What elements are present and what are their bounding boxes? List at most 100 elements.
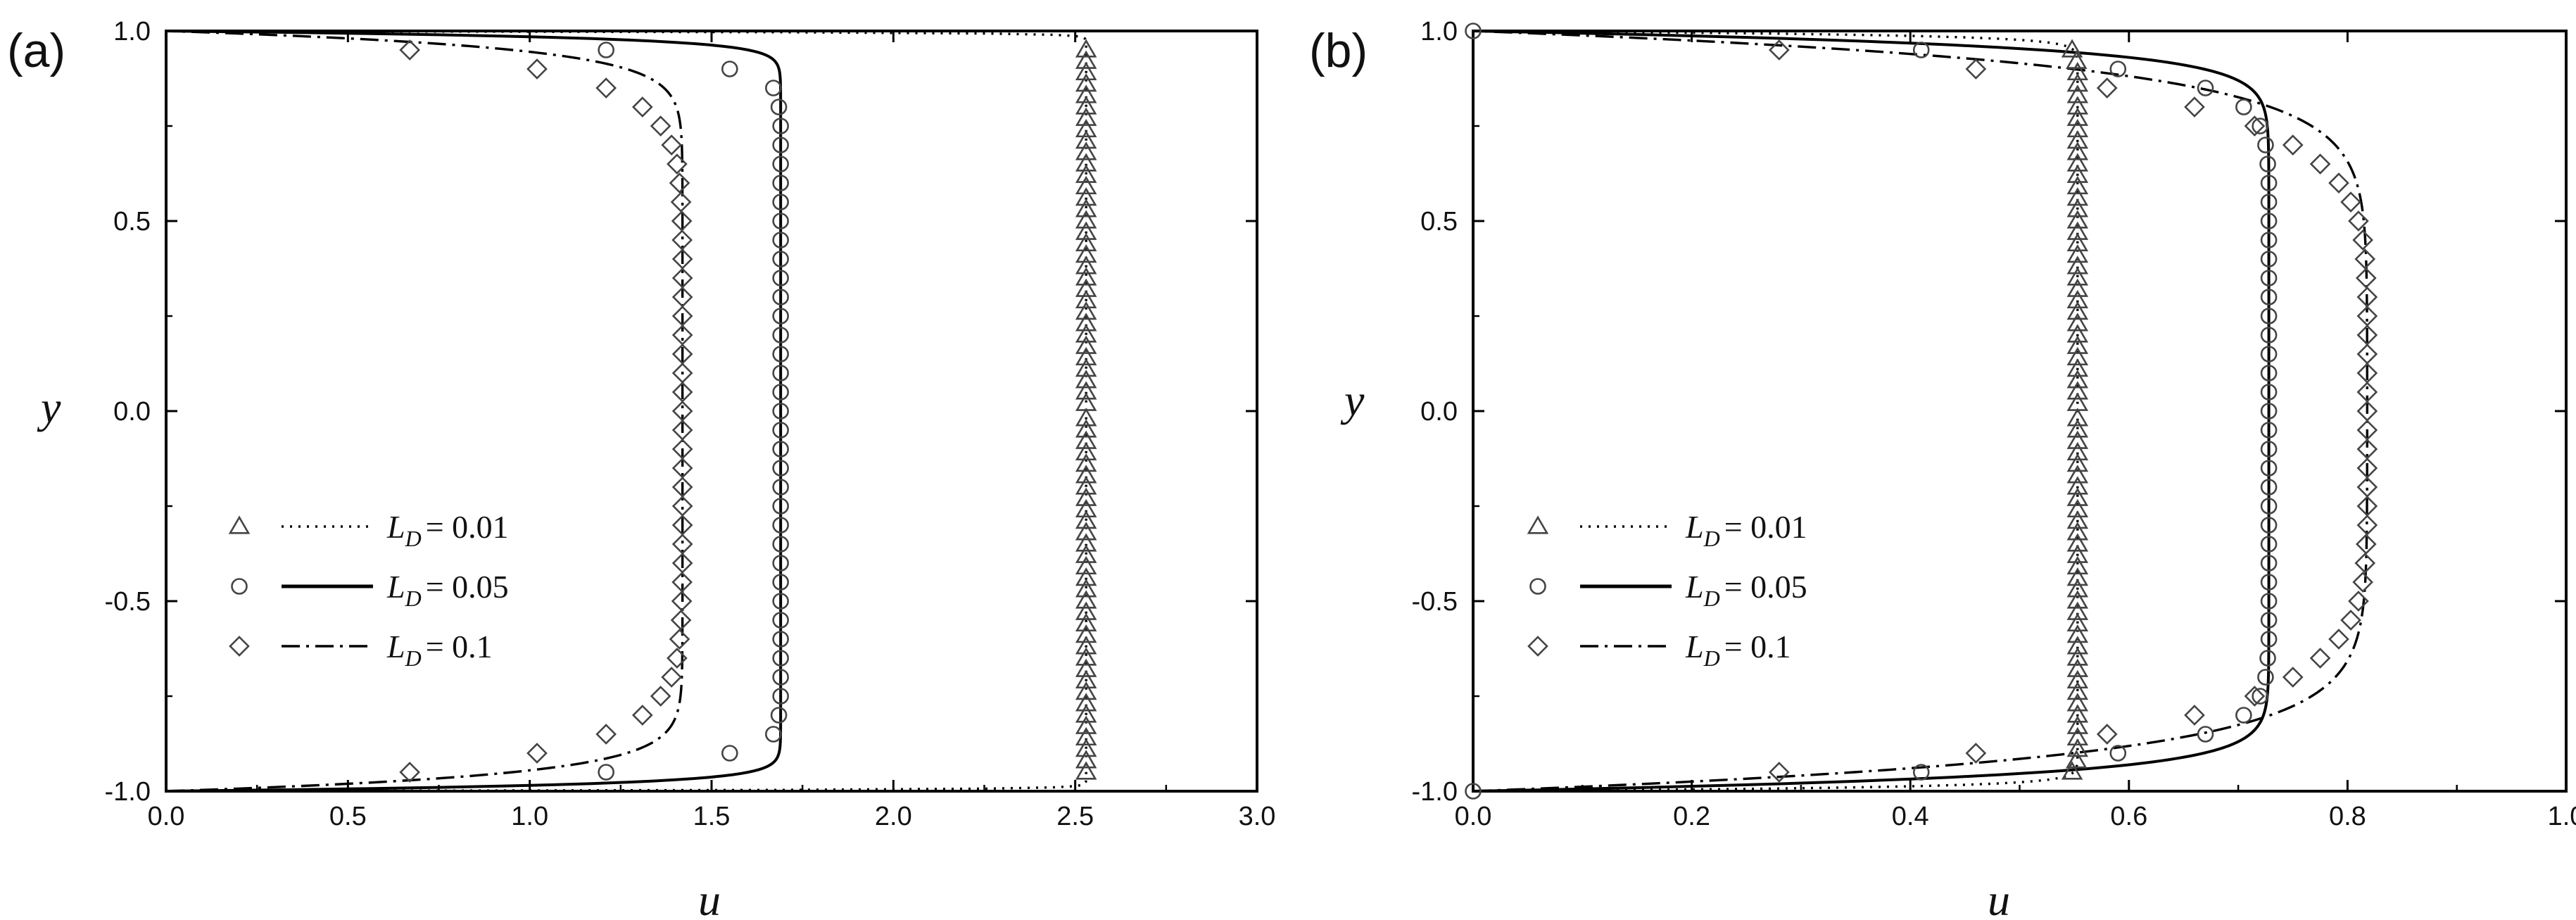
data-point bbox=[1075, 39, 1097, 58]
data-point bbox=[2235, 707, 2252, 724]
data-point bbox=[1075, 358, 1097, 377]
data-point bbox=[1075, 590, 1097, 609]
data-point bbox=[2066, 704, 2089, 723]
data-point bbox=[670, 191, 692, 213]
data-point bbox=[772, 593, 789, 610]
data-point bbox=[2096, 724, 2118, 745]
data-point bbox=[2066, 681, 2089, 700]
data-point bbox=[1075, 107, 1097, 126]
data-point bbox=[1769, 762, 1790, 783]
data-point bbox=[2066, 555, 2089, 575]
data-point bbox=[1769, 39, 1790, 61]
data-point bbox=[1075, 636, 1097, 655]
data-point bbox=[1912, 764, 1930, 781]
data-point bbox=[1075, 750, 1097, 769]
data-point bbox=[2065, 50, 2088, 69]
data-point bbox=[770, 99, 788, 115]
data-point bbox=[2066, 175, 2089, 195]
x-tick-label: 2.0 bbox=[875, 802, 912, 831]
data-point bbox=[2066, 693, 2089, 712]
data-point bbox=[2260, 232, 2278, 248]
data-point bbox=[2340, 191, 2361, 213]
panel-label: (a) bbox=[7, 24, 65, 77]
data-point bbox=[2066, 715, 2089, 734]
data-point bbox=[772, 156, 789, 172]
data-point bbox=[595, 724, 617, 745]
data-point bbox=[772, 479, 789, 496]
panel-a: (a) 0.0 0.5 1.0 1.5 2.0 2.5 3.0 1.0 0.5 0.0 -0.5 -1… bbox=[7, 17, 1275, 920]
data-point bbox=[1075, 726, 1097, 746]
data-point bbox=[1075, 370, 1097, 389]
plot-frame bbox=[1472, 30, 2568, 793]
data-point bbox=[765, 80, 782, 96]
x-tick-label: 1.0 bbox=[2548, 802, 2576, 831]
data-point bbox=[1965, 58, 1987, 80]
x-tick-label: 0.0 bbox=[148, 802, 185, 831]
data-point bbox=[1965, 743, 1987, 764]
series-line bbox=[165, 30, 1087, 793]
data-point bbox=[772, 688, 789, 705]
data-point bbox=[772, 498, 789, 515]
data-point bbox=[2066, 738, 2089, 757]
data-point bbox=[2066, 636, 2089, 655]
data-point bbox=[1075, 555, 1097, 575]
data-point bbox=[2066, 726, 2089, 746]
data-point bbox=[2066, 590, 2089, 609]
data-point bbox=[2066, 267, 2089, 286]
data-point bbox=[670, 610, 692, 631]
y-axis-title: y bbox=[1340, 375, 1365, 425]
data-point bbox=[1075, 381, 1097, 400]
data-point bbox=[770, 707, 788, 724]
data-point bbox=[1075, 408, 1097, 427]
legend-entry: LD = 0.05 bbox=[231, 569, 509, 611]
data-point bbox=[2066, 465, 2089, 484]
data-point bbox=[2259, 650, 2276, 667]
data-point bbox=[2066, 579, 2089, 598]
data-point bbox=[2235, 99, 2252, 115]
data-point bbox=[2244, 686, 2266, 707]
data-point bbox=[671, 591, 693, 612]
data-point bbox=[1075, 441, 1097, 461]
data-point bbox=[2260, 365, 2278, 382]
data-point bbox=[2066, 476, 2089, 495]
data-point bbox=[2066, 118, 2089, 138]
data-point bbox=[772, 232, 789, 248]
x-tick-label: 0.2 bbox=[1673, 802, 1710, 831]
y-tick-label: -0.5 bbox=[105, 587, 151, 617]
data-point bbox=[772, 422, 789, 439]
data-point bbox=[2260, 631, 2278, 648]
data-point bbox=[2066, 498, 2089, 518]
data-point bbox=[2260, 593, 2278, 610]
data-point bbox=[1075, 232, 1097, 252]
data-point bbox=[2066, 510, 2089, 529]
data-point bbox=[2066, 612, 2089, 632]
data-point bbox=[2355, 267, 2377, 289]
data-point bbox=[721, 61, 738, 77]
y-axis-title: y bbox=[37, 382, 61, 432]
data-point bbox=[2260, 441, 2278, 458]
data-point bbox=[2348, 210, 2369, 232]
legend-marker bbox=[228, 515, 251, 534]
data-point bbox=[1075, 567, 1097, 586]
data-point bbox=[2066, 533, 2089, 552]
data-point bbox=[2252, 118, 2268, 134]
data-point bbox=[2260, 194, 2278, 210]
data-point bbox=[2355, 534, 2377, 555]
legend-entry: LD = 0.01 bbox=[1527, 509, 1807, 551]
data-point bbox=[1465, 783, 1482, 800]
data-point bbox=[772, 536, 789, 553]
data-point bbox=[721, 745, 738, 762]
legend: LD = 0.01 LD = 0.05 LD = 0.1 bbox=[1527, 509, 1807, 671]
y-tick-label: -1.0 bbox=[105, 777, 151, 807]
data-point bbox=[2260, 422, 2278, 439]
curves bbox=[165, 30, 1087, 793]
series-line bbox=[165, 30, 684, 793]
legend: LD = 0.01 LD = 0.05 LD = 0.1 bbox=[228, 509, 509, 671]
data-point bbox=[2260, 574, 2278, 591]
data-point bbox=[2184, 705, 2205, 726]
data-point bbox=[631, 96, 653, 118]
data-point bbox=[2109, 61, 2127, 77]
data-point bbox=[1075, 681, 1097, 700]
y-tick-label: -1.0 bbox=[1412, 777, 1458, 807]
